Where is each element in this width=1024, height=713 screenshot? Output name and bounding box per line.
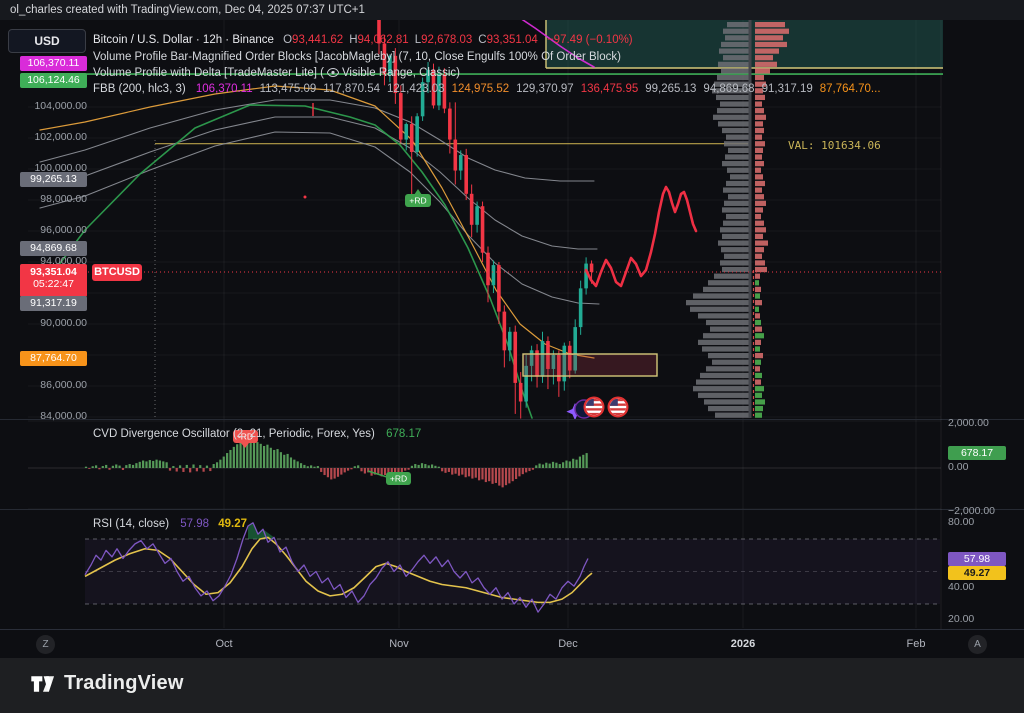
cvd-title-text: CVD Divergence Oscillator (2, 21, Period… [93, 428, 375, 440]
price-level-badge-gray: 94,869.68 [20, 240, 87, 256]
price-level-badge-green: 106,124.46 [20, 73, 87, 89]
cvd-axis-tick: 0.00 [948, 461, 969, 473]
time-axis-label[interactable]: Nov [389, 638, 409, 650]
indicator-row-volume-profile-delta[interactable]: Volume Profile with Delta [TradeMaster L… [93, 66, 460, 82]
ohlc-key: O [283, 34, 293, 46]
current-price-badge: 93,351.04 05:22:47 [20, 264, 87, 298]
val-label: VAL: 101634.06 [788, 139, 881, 152]
rsi-panel-title[interactable]: RSI (14, close) 57.98 49.27 [93, 518, 247, 530]
svg-text:+RD: +RD [390, 474, 407, 484]
ohlc-value: 92,678.03 [421, 34, 473, 46]
symbol-legend-row[interactable]: Bitcoin / U.S. Dollar · 12h · Binance O9… [93, 33, 633, 48]
fbb-value: 91,317.19 [761, 83, 813, 95]
fbb-value: 99,265.13 [645, 83, 697, 95]
rsi-value-2: 49.27 [218, 518, 248, 530]
rd-badge-cvd-minus: -RD [233, 430, 258, 448]
fbb-value: 136,475.95 [580, 83, 639, 95]
us-flag-icon [607, 396, 629, 418]
time-axis-label[interactable]: Dec [558, 638, 578, 650]
eye-icon[interactable] [326, 67, 340, 82]
rsi-value-badge: 57.98 [948, 551, 1006, 566]
fbb-value: 87,764.70... [819, 83, 881, 95]
attribution-bar: ol_charles created with TradingView.com,… [0, 0, 1024, 20]
vp-delta-suffix: Visible Range, Classic) [341, 67, 460, 79]
scale-z-button[interactable]: Z [36, 635, 55, 654]
vp-delta-prefix: Volume Profile with Delta [TradeMaster L… [93, 67, 324, 79]
ohlc-key: H [349, 34, 358, 46]
fbb-values: 106,370.11 113,475.09 117,870.54 121,423.03… [189, 83, 881, 95]
price-level-badge-magenta: 106,370.11 [20, 56, 87, 72]
price-tick-label: 96,000.00 [40, 224, 87, 236]
indicator-row-volume-profile-ob[interactable]: Volume Profile Bar-Magnified Order Block… [93, 51, 621, 63]
price-tick-label: 84,000.00 [40, 410, 87, 422]
ohlc-key: L [414, 34, 422, 46]
brand-name[interactable]: TradingView [64, 672, 184, 694]
rsi-title-text: RSI (14, close) [93, 518, 170, 530]
fbb-value: 129,370.97 [516, 83, 574, 95]
time-axis-label[interactable]: 2026 [730, 638, 756, 650]
fbb-value: 121,423.03 [387, 83, 445, 95]
svg-text:-RD: -RD [238, 432, 253, 442]
fbb-value: 113,475.09 [259, 83, 317, 95]
rd-badge-cvd-plus: +RD [367, 470, 411, 485]
rsi-axis-tick: 40.00 [948, 580, 975, 593]
fbb-value: 124,975.52 [451, 83, 510, 95]
chart-canvas[interactable]: +RD -RD +RD [0, 0, 1024, 658]
price-tick-label: 102,000.00 [34, 131, 87, 143]
currency-button[interactable]: USD [8, 29, 86, 53]
ohlc-value: 94,062.81 [357, 34, 409, 46]
indicator-row-fbb[interactable]: FBB (200, hlc3, 3) 106,370.11 113,475.09 1… [93, 82, 881, 97]
price-tick-label: 100,000.00 [34, 162, 87, 174]
event-icons [566, 396, 629, 419]
time-axis-label[interactable]: Feb [906, 638, 926, 650]
rd-badge-main: +RD [405, 189, 431, 207]
tradingview-logo[interactable] [30, 671, 56, 702]
ohlc-key: C [478, 34, 487, 46]
ohlc-value: 93,351.04 [486, 34, 538, 46]
change-value: −97.49 (−0.10%) [546, 34, 633, 46]
rsi-ma-value-badge: 49.27 [948, 565, 1006, 580]
symbol-flag-badge: BTCUSD [92, 263, 142, 281]
cvd-value-badge: 678.17 [948, 446, 1006, 461]
symbol-title: Bitcoin / U.S. Dollar · 12h · Binance [93, 34, 274, 46]
auto-scale-button[interactable]: A [968, 635, 987, 654]
price-tick-label: 98,000.00 [40, 193, 87, 205]
cvd-axis-tick: −2,000.00 [948, 505, 996, 517]
ohlc-values: O93,441.62 H94,062.81 L92,678.03 C93,351.04 [277, 34, 538, 46]
cvd-value: 678.17 [386, 428, 422, 440]
price-tick-label: 86,000.00 [40, 379, 87, 391]
current-price-value: 93,351.04 [30, 266, 77, 279]
us-flag-icon [583, 396, 605, 418]
time-axis-label[interactable]: Oct [215, 638, 233, 650]
rsi-axis-tick: 20.00 [948, 613, 975, 626]
svg-text:+RD: +RD [409, 196, 426, 206]
price-tick-label: 104,000.00 [34, 100, 87, 112]
price-level-badge-orange: 87,764.70 [20, 350, 87, 366]
price-level-badge-gray: 99,265.13 [20, 172, 87, 188]
cvd-panel-title[interactable]: CVD Divergence Oscillator (2, 21, Period… [93, 428, 421, 440]
rsi-axis-tick: 80.00 [948, 515, 975, 528]
price-tick-label: 90,000.00 [40, 317, 87, 329]
ohlc-value: 93,441.62 [292, 34, 344, 46]
fbb-value: 94,869.68 [703, 83, 755, 95]
price-tick-label: 94,000.00 [40, 255, 87, 267]
footer-bar: TradingView [0, 658, 1024, 713]
price-level-badge-gray: 91,317.19 [20, 295, 87, 311]
cvd-axis-tick: 2,000.00 [948, 417, 989, 429]
rsi-value-1: 57.98 [180, 518, 210, 530]
fbb-value: 106,370.11 [195, 83, 253, 95]
bar-countdown: 05:22:47 [33, 278, 74, 291]
fbb-label: FBB (200, hlc3, 3) [93, 83, 186, 95]
fbb-value: 117,870.54 [323, 83, 380, 95]
tradingview-logo-icon [31, 676, 55, 692]
